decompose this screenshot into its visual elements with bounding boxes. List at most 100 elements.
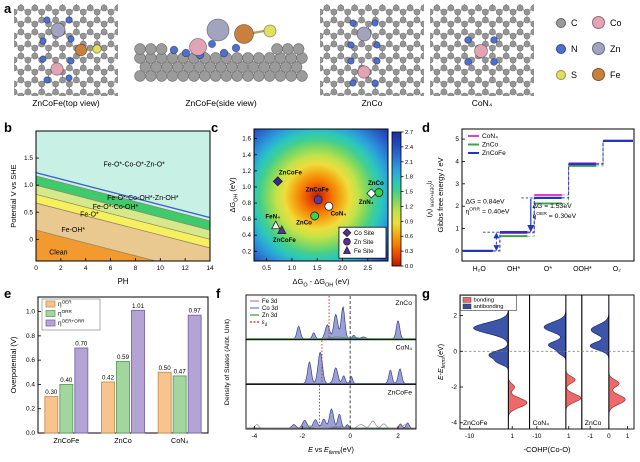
legend-label: C bbox=[571, 17, 578, 28]
svg-text:0: 0 bbox=[29, 236, 33, 243]
svg-text:2: 2 bbox=[453, 313, 457, 320]
svg-text:PH: PH bbox=[117, 277, 128, 286]
svg-text:Overpotential (V): Overpotential (V) bbox=[9, 336, 18, 393]
fe-atom-swatch bbox=[592, 68, 605, 81]
svg-text:0: 0 bbox=[348, 433, 352, 440]
n-atom-swatch bbox=[556, 43, 566, 54]
svg-text:1.5: 1.5 bbox=[405, 190, 413, 196]
svg-text:Zn Site: Zn Site bbox=[354, 239, 374, 246]
svg-text:0.6: 0.6 bbox=[26, 357, 35, 364]
legend-item-s: S bbox=[556, 69, 592, 80]
svg-text:0.3: 0.3 bbox=[405, 249, 413, 255]
svg-text:ZnCoFe: ZnCoFe bbox=[482, 150, 506, 157]
svg-text:2.1: 2.1 bbox=[405, 160, 413, 166]
svg-text:1: 1 bbox=[510, 433, 514, 440]
svg-text:-2: -2 bbox=[451, 384, 457, 391]
caption-con4: CoN₄ bbox=[471, 98, 493, 108]
svg-text:CoN₄: CoN₄ bbox=[396, 345, 413, 352]
svg-text:ZnCoFe: ZnCoFe bbox=[463, 420, 488, 427]
svg-text:0.4: 0.4 bbox=[26, 381, 35, 388]
svg-text:ZnCoFe: ZnCoFe bbox=[273, 237, 297, 244]
svg-text:ηOER = 0.30eV: ηOER = 0.30eV bbox=[533, 211, 577, 220]
svg-text:-4: -4 bbox=[251, 433, 257, 440]
svg-text:ηOER: ηOER bbox=[58, 299, 72, 308]
svg-text:0: 0 bbox=[453, 348, 457, 355]
svg-text:0.6: 0.6 bbox=[242, 216, 251, 223]
svg-text:ΔG = 1.53eV: ΔG = 1.53eV bbox=[533, 203, 573, 210]
caption-znco: ZnCo bbox=[361, 98, 383, 108]
svg-text:Zn 3d: Zn 3d bbox=[262, 313, 277, 319]
svg-text:0: 0 bbox=[607, 433, 611, 440]
svg-text:Co 3d: Co 3d bbox=[262, 306, 278, 312]
svg-text:H₂O: H₂O bbox=[473, 266, 487, 273]
panel-f-dos-chart: ZnCo CoN₄ ZnCoFe Fe 3d Co 3d Zn 3d εd -4 -2 0 2 E v… bbox=[222, 289, 422, 461]
svg-text:Fe-O*-Co-O*-Zn-O*: Fe-O*-Co-O*-Zn-O* bbox=[103, 162, 165, 169]
svg-text:0.8: 0.8 bbox=[242, 200, 251, 207]
svg-text:Gibbs free energy / eV: Gibbs free energy / eV bbox=[436, 157, 445, 232]
svg-text:Clean: Clean bbox=[49, 249, 67, 256]
svg-text:OOH*: OOH* bbox=[573, 266, 592, 273]
svg-text:2.4: 2.4 bbox=[405, 145, 414, 151]
legend-item-fe: Fe bbox=[592, 68, 638, 81]
pourbaix-plot: Clean Fe-OH* Fe-O*Fe-O*-Co-OH* Fe-O*-Co-OH*… bbox=[9, 130, 214, 286]
svg-text:1.2: 1.2 bbox=[242, 168, 251, 175]
legend-item-co: Co bbox=[592, 16, 638, 29]
svg-text:2.5: 2.5 bbox=[363, 265, 372, 272]
caption-zncofe-top: ZnCoFe(top view) bbox=[32, 98, 100, 108]
svg-text:ΔG = 0.84eV: ΔG = 0.84eV bbox=[465, 199, 505, 206]
svg-text:ZnCoFe: ZnCoFe bbox=[53, 436, 79, 445]
svg-text:0.9: 0.9 bbox=[405, 219, 413, 225]
structure-zncofe-top-view bbox=[14, 4, 118, 96]
svg-text:-2: -2 bbox=[299, 433, 305, 440]
atom-legend: C Co N Zn S Fe bbox=[556, 16, 638, 81]
svg-text:ZnCo: ZnCo bbox=[482, 142, 498, 149]
svg-text:0: 0 bbox=[455, 248, 459, 255]
panel-label-e: e bbox=[4, 286, 12, 301]
svg-text:-10: -10 bbox=[532, 433, 542, 440]
svg-text:bonding: bonding bbox=[474, 298, 495, 304]
svg-text:1.6: 1.6 bbox=[242, 136, 251, 143]
svg-text:0.0: 0.0 bbox=[405, 264, 413, 270]
overpotential-bar-chart: 0.0 0.2 0.4 0.6 0.8 1.0 ZnCoFe 0.300.40 0.70 ZnCo… bbox=[9, 296, 209, 445]
svg-text:1.8: 1.8 bbox=[405, 175, 413, 181]
legend-label: Fe bbox=[610, 69, 621, 80]
contour-plot: ZnCoFe ZnCoFe CoN₄ ZnCo FeN₄ ZnCoFe ZnN₄ ZnCo Co… bbox=[228, 128, 389, 287]
svg-text:εd: εd bbox=[262, 320, 268, 327]
svg-text:ηORR: ηORR bbox=[58, 309, 72, 318]
zncofe-top-view-drawing bbox=[14, 4, 118, 96]
svg-text:ΔGO - ΔGOH (eV): ΔGO - ΔGOH (eV) bbox=[293, 277, 350, 287]
svg-text:0.8: 0.8 bbox=[26, 333, 35, 340]
panel-label-a: a bbox=[4, 1, 12, 16]
panel-c-colorbar: 0.0 0.3 0.6 0.9 1.2 1.5 1.8 2.1 2.4 2.7 ηOER+ORR (… bbox=[390, 126, 436, 278]
svg-text:ηORR = 0.40eV: ηORR = 0.40eV bbox=[465, 207, 509, 216]
svg-text:0.4: 0.4 bbox=[242, 232, 251, 239]
svg-text:1: 1 bbox=[455, 226, 459, 233]
svg-text:OH*: OH* bbox=[507, 266, 520, 273]
svg-text:O₂: O₂ bbox=[613, 266, 621, 273]
svg-text:CoN₄: CoN₄ bbox=[171, 436, 188, 445]
svg-text:ΔGOH (eV): ΔGOH (eV) bbox=[228, 177, 239, 213]
svg-text:Potential V vs SHE: Potential V vs SHE bbox=[9, 164, 18, 227]
panel-label-g: g bbox=[422, 286, 430, 301]
legend-item-zn: Zn bbox=[592, 42, 638, 55]
c-atom-swatch bbox=[556, 17, 566, 28]
eta-colorbar: 0.0 0.3 0.6 0.9 1.2 1.5 1.8 2.1 2.4 2.7 ηOER+ORR (… bbox=[391, 130, 435, 270]
svg-text:4: 4 bbox=[455, 158, 459, 165]
svg-text:2.7: 2.7 bbox=[405, 130, 413, 136]
svg-text:ZnCoFe: ZnCoFe bbox=[306, 186, 330, 193]
svg-text:8: 8 bbox=[134, 265, 138, 272]
panel-e-bar-chart: 0.0 0.2 0.4 0.6 0.8 1.0 ZnCoFe 0.30 0.40 0.70 ZnCo… bbox=[8, 289, 214, 461]
svg-text:0.97: 0.97 bbox=[189, 308, 202, 315]
svg-text:ZnN₄: ZnN₄ bbox=[359, 199, 374, 206]
svg-text:0.50: 0.50 bbox=[159, 365, 172, 372]
svg-text:1: 1 bbox=[626, 433, 630, 440]
svg-text:1.0: 1.0 bbox=[288, 265, 297, 272]
structure-znco bbox=[320, 4, 424, 96]
legend-item-n: N bbox=[556, 43, 592, 54]
svg-text:ZnCoFe: ZnCoFe bbox=[279, 169, 303, 176]
svg-text:CoN₄: CoN₄ bbox=[533, 420, 550, 427]
svg-text:2: 2 bbox=[59, 265, 63, 272]
